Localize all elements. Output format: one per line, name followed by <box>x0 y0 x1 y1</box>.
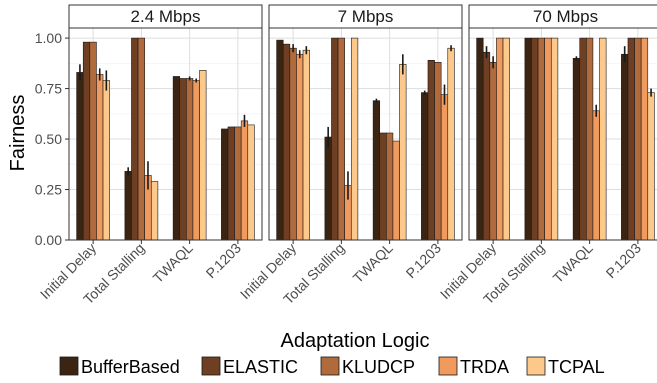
bar <box>89 41 97 241</box>
legend: BufferBased ELASTIC KLUDCP TRDA TCPAL <box>59 356 605 377</box>
bar <box>124 171 132 241</box>
bar <box>372 100 381 241</box>
bar <box>476 37 484 241</box>
bar <box>186 78 194 241</box>
bar <box>599 37 607 241</box>
bar <box>324 136 332 241</box>
bar <box>647 92 655 241</box>
bar <box>502 37 510 241</box>
bar <box>82 41 91 241</box>
bar <box>276 39 284 241</box>
bar <box>247 124 255 241</box>
facet-title: 70 Mbps <box>533 7 598 26</box>
facet-title: 2.4 Mbps <box>131 7 201 26</box>
x-tick-label: P.1203 <box>603 240 645 282</box>
panel-border <box>268 27 463 241</box>
bar <box>634 37 642 241</box>
bar <box>331 37 339 241</box>
bar <box>350 37 359 241</box>
bar <box>434 62 442 241</box>
x-axis-title: Adaptation Logic <box>280 330 429 352</box>
y-tick-label: 0.75 <box>35 81 62 97</box>
bar <box>572 57 581 241</box>
bar <box>302 49 310 241</box>
bar <box>496 37 504 241</box>
bar <box>199 70 207 241</box>
panel-border <box>68 27 263 241</box>
bar <box>179 78 187 241</box>
bar <box>76 72 84 241</box>
bar <box>531 37 539 241</box>
bar <box>482 51 491 241</box>
legend-item: KLUDCP <box>320 356 415 377</box>
legend-swatch <box>201 356 221 376</box>
bar <box>172 76 181 241</box>
y-tick-label: 0.25 <box>35 182 62 198</box>
y-axis: 0.00 0.25 0.50 0.75 1.00 <box>35 30 69 248</box>
bar <box>227 126 235 241</box>
x-tick-label: P.1203 <box>203 240 245 282</box>
y-tick-label: 0.50 <box>35 131 62 147</box>
bar <box>234 126 242 241</box>
bar <box>240 120 249 241</box>
bar <box>579 37 587 241</box>
facet-title: 7 Mbps <box>338 7 394 26</box>
bar <box>537 37 545 241</box>
bar <box>427 60 435 241</box>
bar <box>386 132 394 241</box>
bar <box>524 37 532 241</box>
bar <box>627 37 635 241</box>
x-tick-label: P.1203 <box>403 240 445 282</box>
x-tick-label: TWAQL <box>350 240 396 286</box>
legend-swatch <box>320 356 340 376</box>
bar <box>102 80 110 241</box>
legend-item: BufferBased <box>59 356 180 377</box>
legend-label: BufferBased <box>81 357 180 377</box>
x-tick-label: TWAQL <box>150 240 196 286</box>
panel-border <box>468 27 657 241</box>
bar <box>447 47 455 241</box>
legend-label: ELASTIC <box>223 357 298 377</box>
legend-item: TCPAL <box>526 356 605 377</box>
legend-swatch <box>526 356 546 376</box>
bar <box>592 110 600 241</box>
y-axis-title: Fairness <box>7 95 29 172</box>
x-tick-label: TWAQL <box>550 240 596 286</box>
bar <box>337 37 345 241</box>
y-tick-label: 1.00 <box>35 30 62 46</box>
bar <box>586 37 594 241</box>
legend-swatch <box>438 356 458 376</box>
bar <box>392 140 400 241</box>
legend-label: TRDA <box>460 357 509 377</box>
bar <box>550 37 559 241</box>
bar <box>640 37 649 241</box>
legend-label: TCPAL <box>548 357 605 377</box>
bar <box>421 92 429 241</box>
bar <box>150 181 159 241</box>
bar <box>137 37 145 241</box>
bar <box>192 80 200 241</box>
legend-item: TRDA <box>438 356 509 377</box>
bar <box>131 37 139 241</box>
y-tick-label: 0.00 <box>35 232 62 248</box>
bar <box>621 53 629 241</box>
legend-item: ELASTIC <box>201 356 298 377</box>
bar <box>296 53 304 241</box>
legend-swatch <box>59 356 79 376</box>
bar <box>544 37 552 241</box>
bar <box>489 62 497 241</box>
bar <box>221 128 229 241</box>
bar <box>96 74 104 241</box>
bar <box>379 132 387 241</box>
bar <box>289 47 297 241</box>
bar <box>399 64 407 241</box>
bar <box>282 43 291 241</box>
legend-label: KLUDCP <box>342 357 415 377</box>
bar <box>440 94 449 241</box>
